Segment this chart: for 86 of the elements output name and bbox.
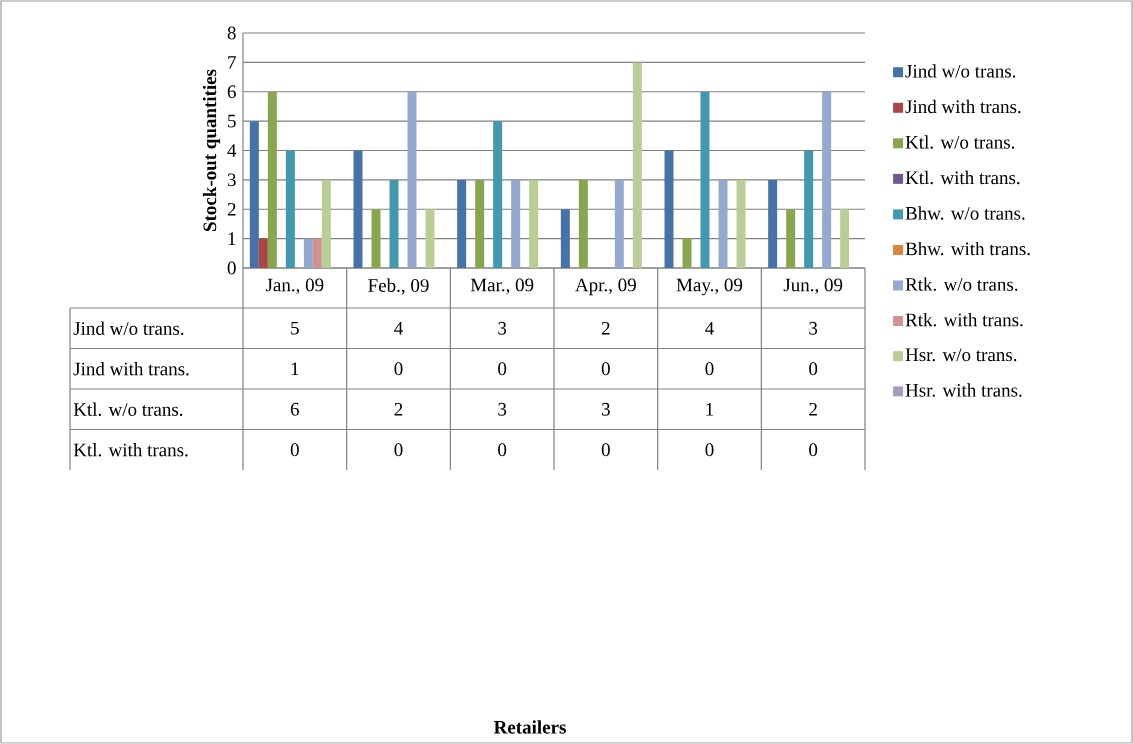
data-label: 2 (601, 321, 610, 335)
data-label: 0 (394, 362, 403, 376)
data-label: 5 (291, 321, 299, 335)
data-label: 3 (809, 321, 818, 335)
bar (511, 179, 521, 268)
y-tick-label: 7 (228, 56, 236, 69)
x-tick-label: Jan., 09 (265, 278, 324, 295)
legend-label: Ktl. with trans. (905, 170, 1020, 185)
x-tick-label: Apr., 09 (575, 278, 636, 296)
bar (389, 179, 399, 268)
text: Ktl. w/o trans. (73, 402, 183, 416)
bar (285, 150, 295, 268)
data-label: 4 (705, 322, 714, 335)
data-label: 6 (290, 402, 300, 416)
data-label: 0 (601, 362, 610, 376)
x-tick-label: Mar., 09 (470, 278, 534, 295)
bar (303, 238, 313, 268)
y-tick-label: 0 (227, 261, 236, 275)
x-tick-label: Feb., 09 (368, 278, 429, 295)
bar (718, 179, 728, 268)
legend-label: Jind w/o trans. (905, 64, 1016, 78)
data-label: 3 (602, 402, 610, 416)
legend-label: Rtk. w/o trans. (905, 277, 1018, 291)
y-tick-label: 6 (227, 85, 236, 99)
bar (840, 209, 850, 268)
bar (321, 179, 331, 268)
bar (258, 238, 268, 268)
text: Jind w/o trans. (73, 321, 184, 335)
y-tick-label: 4 (227, 144, 237, 157)
legend-label: Bhw. with trans. (905, 241, 1030, 256)
bar (267, 91, 277, 268)
bar (312, 238, 322, 268)
y-tick-label: 3 (227, 173, 236, 187)
bar (371, 209, 381, 268)
y-tick-label: 8 (227, 26, 236, 40)
bar (578, 179, 588, 268)
x-tick-label: Jun., 09 (783, 278, 843, 295)
data-label: 3 (498, 321, 507, 335)
bar (682, 238, 692, 268)
legend-label: Hsr. w/o trans. (905, 348, 1017, 362)
bar (632, 62, 642, 268)
bar (529, 179, 539, 268)
text: Jind with trans. (73, 362, 189, 376)
y-tick-label: 2 (227, 202, 236, 216)
bar (700, 91, 710, 268)
y-tick-label: 1 (228, 232, 236, 245)
bar (786, 209, 796, 268)
data-label: 4 (394, 322, 403, 335)
text: Retailers (493, 720, 566, 734)
data-label: 2 (394, 402, 403, 416)
data-label: 0 (498, 362, 507, 376)
data-label: 0 (809, 362, 818, 376)
data-label: 2 (809, 402, 817, 416)
data-label: 0 (498, 443, 507, 457)
bar (614, 179, 624, 268)
data-label: 0 (394, 443, 403, 457)
data-label: 3 (498, 402, 507, 416)
data-label: 0 (601, 443, 610, 457)
bar (353, 150, 363, 268)
bar (493, 121, 503, 268)
data-label: 0 (705, 362, 714, 376)
data-label: 0 (809, 443, 818, 457)
data-label: 0 (705, 443, 714, 457)
legend-label: Ktl. w/o trans. (905, 135, 1015, 149)
bar (457, 179, 467, 268)
bar (736, 179, 746, 268)
bar (822, 91, 832, 268)
bar (768, 179, 778, 268)
legend-label: Rtk. with trans. (905, 312, 1023, 327)
data-label: 1 (706, 402, 714, 416)
legend-label: Bhw. w/o trans. (905, 206, 1025, 220)
bar (425, 209, 435, 268)
data-label: 1 (291, 362, 299, 376)
y-axis-title: Stock-out quantities (202, 69, 221, 232)
bar (804, 150, 814, 268)
text: Ktl. with trans. (73, 443, 188, 457)
x-tick-label: May., 09 (676, 278, 743, 296)
y-tick-label: 5 (228, 114, 236, 128)
legend-label: Jind with trans. (905, 99, 1021, 114)
bar (664, 150, 674, 268)
bar (475, 179, 485, 268)
bar (560, 209, 570, 268)
bar (249, 121, 259, 268)
legend-label: Hsr. with trans. (905, 383, 1022, 397)
bar (407, 91, 417, 268)
data-label: 0 (290, 443, 299, 457)
